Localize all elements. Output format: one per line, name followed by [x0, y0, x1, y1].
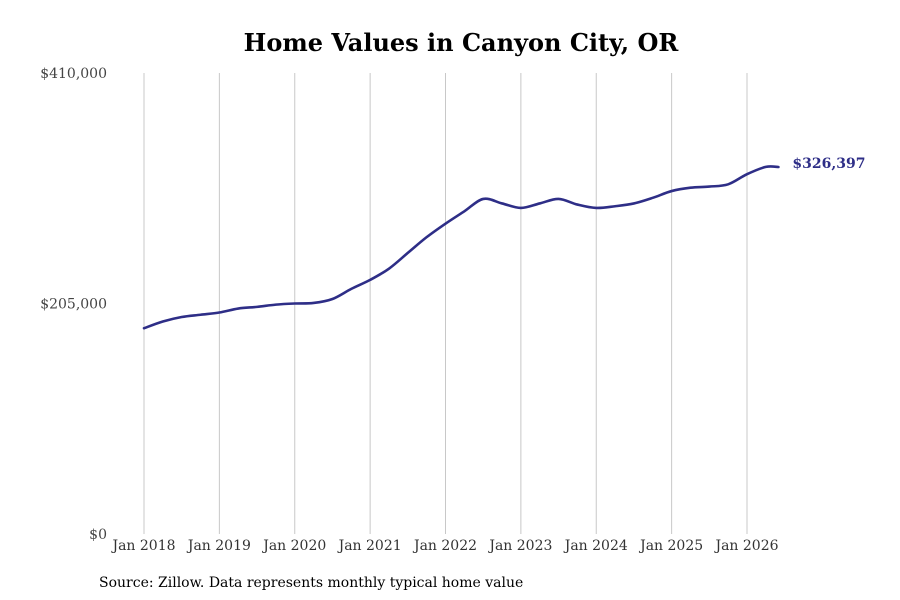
y-tick-label: $0: [89, 527, 107, 543]
x-tick-label: Jan 2024: [563, 538, 628, 554]
x-tick-label: Jan 2020: [261, 538, 326, 554]
x-tick-label: Jan 2018: [110, 538, 175, 554]
series-line: [142, 165, 780, 330]
y-tick-label: $205,000: [40, 297, 107, 313]
series-layer: [142, 165, 780, 330]
x-tick-label: Jan 2026: [713, 538, 778, 554]
source-note: Source: Zillow. Data represents monthly …: [99, 575, 523, 591]
gridlines: [143, 73, 748, 534]
x-tick-label: Jan 2023: [487, 538, 552, 554]
x-tick-label: Jan 2022: [412, 538, 477, 554]
x-tick-label: Jan 2019: [186, 538, 251, 554]
x-tick-label: Jan 2021: [337, 538, 402, 554]
y-tick-label: $410,000: [40, 66, 107, 82]
y-axis-ticks: $0 $205,000 $410,000: [40, 66, 107, 543]
last-value-label: $326,397: [792, 156, 865, 172]
x-tick-label: Jan 2025: [638, 538, 703, 554]
chart-title: Home Values in Canyon City, OR: [244, 28, 680, 57]
x-axis-ticks: Jan 2018 Jan 2019 Jan 2020 Jan 2021 Jan 2022…: [110, 538, 778, 554]
